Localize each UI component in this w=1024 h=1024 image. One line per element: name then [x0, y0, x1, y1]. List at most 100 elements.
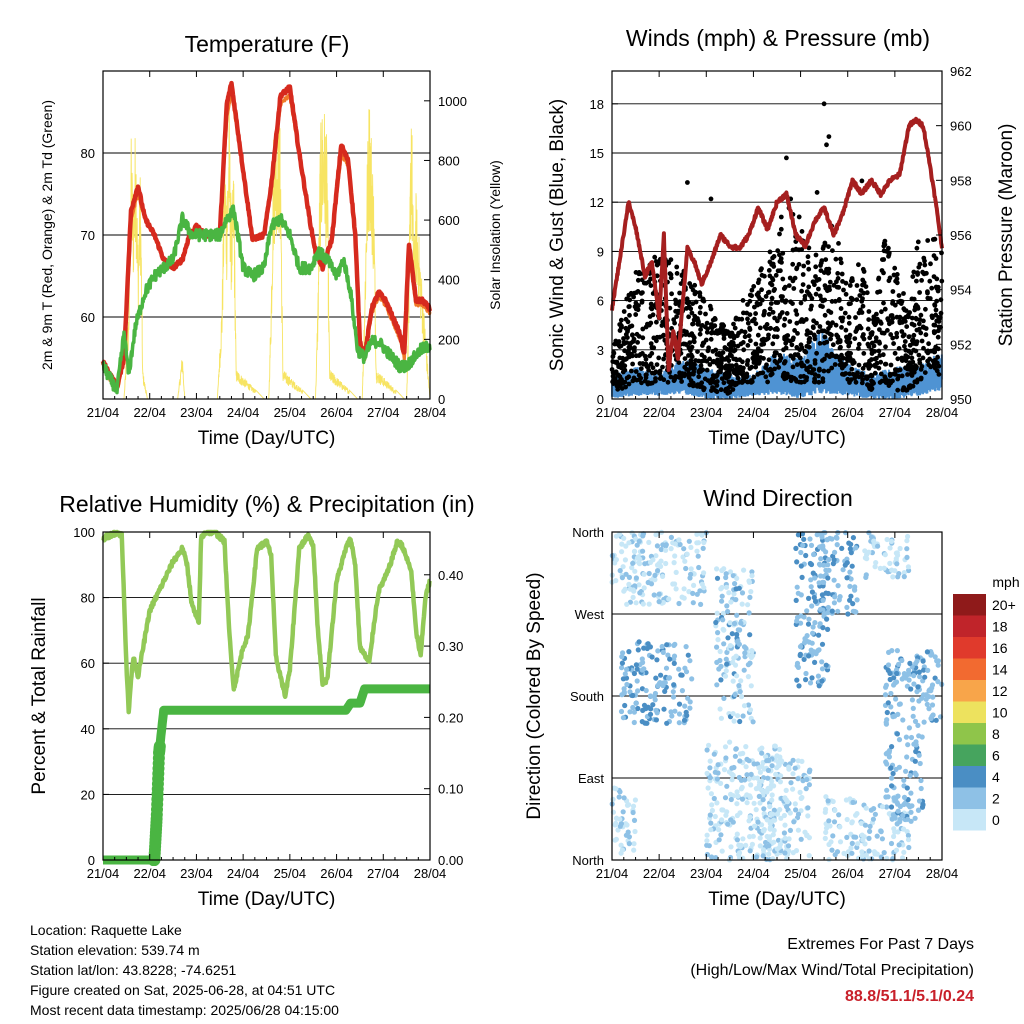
direction-point [916, 752, 922, 758]
direction-point [689, 676, 695, 682]
direction-point [745, 602, 751, 608]
direction-point [723, 584, 730, 590]
direction-point [662, 688, 668, 695]
direction-point [832, 549, 838, 556]
direction-point [658, 546, 664, 553]
direction-point [830, 833, 836, 839]
direction-point [886, 749, 892, 756]
direction-point [771, 817, 777, 823]
direction-point [730, 659, 736, 666]
direction-point [817, 621, 823, 627]
direction-point [863, 805, 869, 811]
direction-point [905, 564, 912, 570]
direction-point [695, 553, 701, 559]
direction-point [748, 782, 754, 788]
direction-point [756, 765, 762, 771]
direction-point [673, 569, 679, 576]
direction-point [719, 593, 725, 599]
direction-point [718, 832, 724, 838]
direction-point [610, 796, 616, 803]
direction-point [662, 680, 668, 686]
direction-point [735, 713, 741, 719]
direction-point [726, 590, 732, 596]
direction-point [746, 578, 752, 584]
direction-point [892, 680, 898, 686]
direction-point [834, 535, 840, 541]
direction-point [844, 575, 850, 581]
direction-point [914, 689, 920, 695]
direction-point [904, 554, 910, 561]
direction-point [613, 557, 620, 563]
direction-point [714, 682, 720, 688]
direction-point [850, 608, 856, 614]
direction-point [688, 566, 694, 572]
direction-point [619, 665, 625, 671]
direction-point [911, 673, 917, 679]
direction-point [725, 821, 731, 827]
direction-point [721, 767, 728, 773]
direction-point [761, 766, 767, 772]
direction-point [894, 561, 900, 567]
direction-point [765, 767, 772, 774]
direction-point [871, 538, 877, 544]
direction-point [737, 844, 743, 850]
direction-point [905, 742, 911, 748]
direction-point [730, 711, 736, 717]
direction-point [720, 617, 726, 623]
direction-point [803, 677, 809, 683]
direction-point [784, 804, 790, 810]
direction-point [652, 572, 658, 579]
direction-point [786, 836, 792, 842]
direction-point [744, 800, 750, 806]
created-text: Figure created on Sat, 2025-06-28, at 04… [30, 982, 336, 998]
direction-point [685, 652, 691, 658]
direction-point [623, 675, 630, 681]
direction-point [919, 804, 926, 810]
direction-point [741, 667, 747, 673]
wind-series-group [609, 101, 945, 399]
direction-point [738, 694, 745, 700]
direction-point [621, 795, 627, 801]
direction-point [635, 688, 641, 694]
direction-point [663, 560, 669, 567]
direction-point [836, 812, 842, 818]
direction-point [894, 670, 900, 677]
x-tick-label: 25/04 [784, 405, 817, 420]
direction-point [771, 807, 777, 813]
direction-point [704, 747, 710, 753]
direction-point [728, 599, 734, 605]
direction-point [795, 827, 802, 833]
x-tick-label: 25/04 [784, 866, 817, 881]
x-tick-label: 25/04 [274, 405, 307, 420]
direction-point [730, 678, 736, 684]
direction-point [926, 706, 932, 712]
direction-point [714, 610, 720, 616]
direction-point [870, 816, 877, 822]
pressure-line [610, 116, 944, 372]
direction-point [712, 813, 718, 820]
y2-tick-label: 1000 [438, 94, 467, 109]
direction-point [819, 659, 825, 665]
x-tick-label: 27/04 [879, 866, 912, 881]
x-tick-label: 22/04 [133, 866, 166, 881]
direction-point [666, 596, 672, 602]
direction-point [721, 695, 727, 702]
chart-title-3: Wind Direction [703, 485, 853, 511]
direction-point [648, 693, 654, 699]
direction-point [654, 562, 661, 568]
direction-point [901, 849, 907, 855]
y-tick-label: 60 [81, 656, 95, 671]
direction-point [719, 598, 725, 604]
direction-point [778, 815, 784, 821]
direction-point [655, 568, 661, 574]
direction-point [823, 806, 829, 813]
direction-point [736, 850, 743, 856]
direction-point [823, 794, 829, 800]
x-tick-label: 22/04 [133, 405, 166, 420]
direction-point [812, 659, 818, 666]
direction-point [935, 662, 941, 668]
y2-tick-label: 0.30 [438, 639, 463, 654]
direction-point [747, 660, 753, 666]
direction-point [709, 807, 716, 814]
direction-point [819, 592, 826, 598]
